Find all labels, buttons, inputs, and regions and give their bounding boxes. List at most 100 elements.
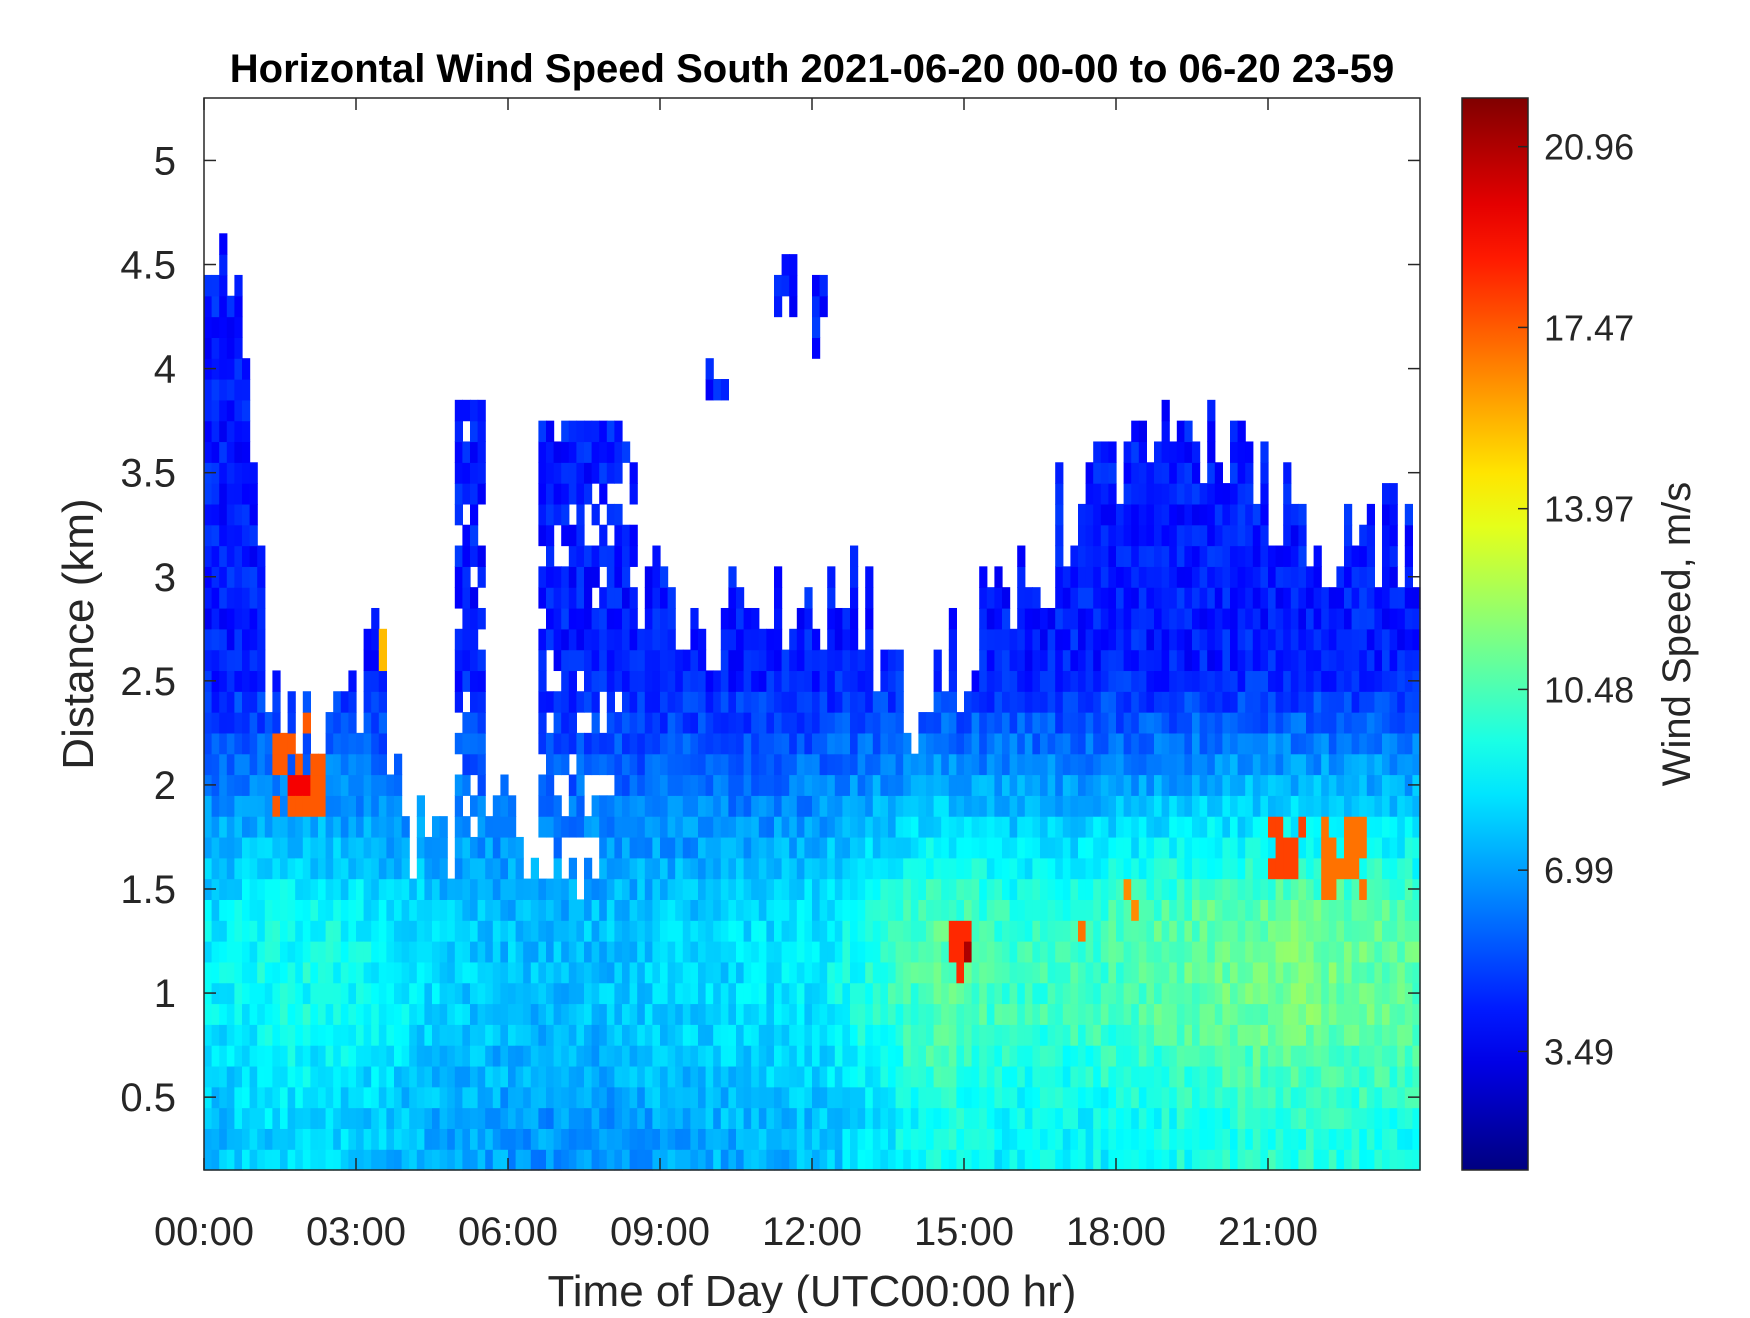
heatmap-cell — [910, 1107, 919, 1129]
heatmap-cell — [1290, 1003, 1299, 1025]
heatmap-cell — [568, 441, 577, 463]
heatmap-cell — [257, 587, 266, 609]
heatmap-cell — [888, 1003, 897, 1025]
heatmap-cell — [1245, 961, 1254, 984]
heatmap-cell — [515, 836, 524, 859]
heatmap-cell — [781, 816, 790, 838]
heatmap-cell — [1009, 628, 1018, 651]
heatmap-cell — [454, 1065, 463, 1088]
heatmap-cell — [1351, 982, 1360, 1005]
heatmap-cell — [1382, 774, 1391, 796]
heatmap-cell — [857, 1086, 866, 1109]
heatmap-cell — [462, 732, 471, 755]
heatmap-cell — [1268, 753, 1277, 776]
heatmap-cell — [584, 587, 593, 609]
heatmap-cell — [971, 1065, 980, 1088]
heatmap-cell — [736, 1065, 745, 1088]
heatmap-cell — [1404, 628, 1413, 651]
heatmap-cell — [1275, 1045, 1284, 1067]
heatmap-cell — [698, 1003, 707, 1025]
heatmap-cell — [789, 274, 798, 297]
heatmap-cell — [1199, 836, 1208, 859]
heatmap-cell — [523, 961, 532, 984]
heatmap-cell — [1192, 753, 1201, 776]
heatmap-cell — [1298, 857, 1307, 880]
heatmap-cell — [1169, 878, 1178, 900]
heatmap-cell — [1359, 1149, 1368, 1171]
heatmap-cell — [941, 1045, 950, 1067]
heatmap-cell — [918, 816, 927, 838]
heatmap-cell — [918, 982, 927, 1005]
heatmap-cell — [1199, 712, 1208, 734]
heatmap-cell — [857, 1045, 866, 1067]
heatmap-cell — [1070, 753, 1079, 776]
heatmap-cell — [1131, 732, 1140, 755]
heatmap-cell — [356, 1065, 365, 1088]
heatmap-cell — [637, 649, 646, 672]
heatmap-cell — [211, 337, 220, 359]
heatmap-cell — [614, 566, 623, 588]
heatmap-cell — [1237, 1149, 1246, 1171]
heatmap-cell — [880, 1045, 889, 1067]
heatmap-cell — [272, 1003, 281, 1025]
heatmap-cell — [1176, 961, 1185, 984]
heatmap-cell — [1131, 878, 1140, 900]
heatmap-cell — [1321, 1045, 1330, 1067]
heatmap-cell — [827, 587, 836, 609]
heatmap-cell — [667, 1065, 676, 1088]
heatmap-cell — [272, 712, 281, 734]
heatmap-cell — [720, 1024, 729, 1046]
heatmap-cell — [325, 920, 334, 942]
heatmap-cell — [774, 836, 783, 859]
heatmap-cell — [622, 732, 631, 755]
heatmap-cell — [933, 1024, 942, 1046]
heatmap-cell — [1123, 691, 1132, 713]
heatmap-cell — [766, 899, 775, 921]
heatmap-cell — [394, 1107, 403, 1129]
heatmap-cell — [1237, 503, 1246, 526]
heatmap-cell — [758, 1086, 767, 1109]
heatmap-cell — [568, 462, 577, 484]
heatmap-cell — [743, 691, 752, 713]
heatmap-cell — [394, 774, 403, 796]
heatmap-cell — [1017, 1003, 1026, 1025]
heatmap-cell — [1108, 1024, 1117, 1046]
heatmap-cell — [948, 878, 957, 900]
heatmap-cell — [302, 774, 311, 796]
heatmap-cell — [1169, 836, 1178, 859]
heatmap-cell — [508, 1107, 517, 1129]
heatmap-cell — [796, 1024, 805, 1046]
heatmap-cell — [872, 816, 881, 838]
heatmap-cell — [1382, 503, 1391, 526]
heatmap-cell — [204, 691, 213, 713]
heatmap-cell — [1313, 857, 1322, 880]
heatmap-cell — [363, 1107, 372, 1129]
heatmap-cell — [1138, 587, 1147, 609]
heatmap-cell — [1047, 816, 1056, 838]
heatmap-cell — [865, 982, 874, 1005]
heatmap-cell — [523, 941, 532, 963]
heatmap-cell — [698, 1149, 707, 1171]
heatmap-cell — [454, 961, 463, 984]
heatmap-cell — [439, 920, 448, 942]
heatmap-cell — [1313, 628, 1322, 651]
heatmap-cell — [1009, 1128, 1018, 1150]
y-tick-label: 2 — [154, 764, 176, 808]
heatmap-cell — [1169, 1024, 1178, 1046]
heatmap-cell — [827, 1024, 836, 1046]
heatmap-cell — [895, 670, 904, 692]
heatmap-cell — [827, 816, 836, 838]
heatmap-cell — [629, 774, 638, 796]
heatmap-cell — [1123, 795, 1132, 817]
heatmap-cell — [1252, 1024, 1261, 1046]
heatmap-cell — [850, 836, 859, 859]
heatmap-cell — [211, 441, 220, 463]
heatmap-cell — [1017, 816, 1026, 838]
heatmap-cell — [356, 753, 365, 776]
heatmap-cell — [842, 1065, 851, 1088]
heatmap-cell — [850, 566, 859, 588]
heatmap-cell — [1093, 878, 1102, 900]
heatmap-cell — [986, 1045, 995, 1067]
heatmap-cell — [234, 274, 243, 297]
heatmap-cell — [1078, 628, 1087, 651]
